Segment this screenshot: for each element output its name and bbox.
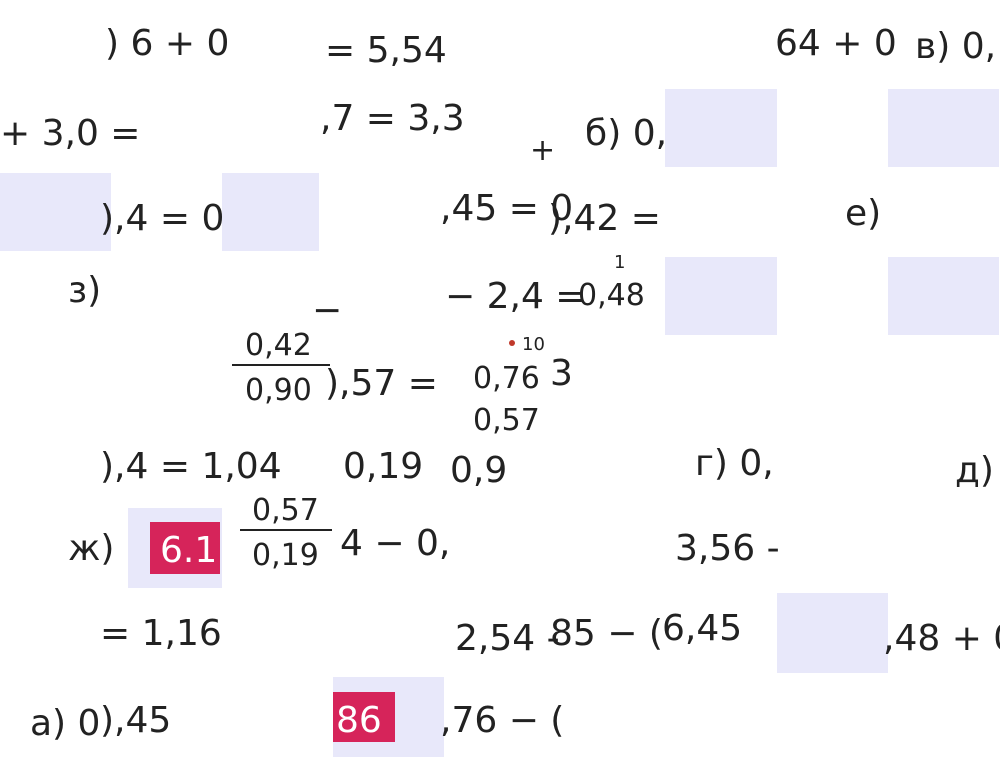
fragment: + xyxy=(530,133,555,168)
fragment: 0,19 xyxy=(343,446,423,487)
fragment: ),4 = 1,04 xyxy=(100,446,282,487)
fragment: 0,19 xyxy=(252,538,319,573)
fragment: 85 − ( xyxy=(550,613,663,654)
fragment: + 3,0 = xyxy=(0,113,140,154)
fragment: − xyxy=(312,290,342,331)
fragment: в) 0, xyxy=(915,26,996,67)
dot xyxy=(509,340,515,346)
fragment: ) 6 + 0 xyxy=(105,23,229,64)
badge-text: 6.1 xyxy=(160,530,217,571)
fragment: 0,57 xyxy=(252,493,319,528)
fragment: ),57 = xyxy=(325,363,438,404)
fragment: 0,9 xyxy=(450,450,507,491)
fragment: 0,48 xyxy=(578,278,645,313)
fragment: д) xyxy=(955,450,994,491)
empty-tile xyxy=(888,257,999,335)
empty-tile xyxy=(0,173,111,251)
fragment: 6,45 xyxy=(662,608,742,649)
empty-tile xyxy=(222,173,319,251)
fragment: 0,90 xyxy=(245,373,312,408)
empty-tile xyxy=(888,89,999,167)
fragment: з) xyxy=(68,270,101,311)
badge xyxy=(333,692,395,742)
empty-tile xyxy=(777,593,888,673)
fragment: 3,56 - xyxy=(675,528,780,569)
empty-tile xyxy=(665,89,777,167)
fragment: ж) xyxy=(68,528,114,569)
fragment: г) 0, xyxy=(695,443,774,484)
empty-tile xyxy=(665,257,777,335)
badge-text: 86 xyxy=(336,700,382,741)
fragment: 1 xyxy=(614,252,625,273)
fragment: ),45 xyxy=(100,700,171,741)
fragment: ,48 + 0 xyxy=(883,618,1000,659)
fragment: ,7 = 3,3 xyxy=(320,98,465,139)
fragment: − 2,4 = xyxy=(445,276,585,317)
fragment: 0,57 xyxy=(473,403,540,438)
fragment: = 1,16 xyxy=(100,613,222,654)
badge xyxy=(150,522,220,574)
fragment: а) 0 xyxy=(30,703,100,744)
fragment: 0,76 xyxy=(473,361,540,396)
fragment: ,76 − ( xyxy=(440,700,564,741)
fragment: ,45 = 0 xyxy=(440,188,573,229)
fragment: 4 − 0, xyxy=(340,523,450,564)
fragment: = 5,54 xyxy=(325,30,447,71)
fragment: 3 xyxy=(550,353,573,394)
fragment: 10 xyxy=(522,334,545,355)
fragment: 0,42 xyxy=(245,328,312,363)
fragment: ),4 = 0 xyxy=(100,198,224,239)
fragment: 2,54 - xyxy=(455,618,560,659)
fragment: 64 + 0 xyxy=(775,23,897,64)
fragment: б) 0, xyxy=(585,113,667,154)
fragment: е) xyxy=(845,193,881,234)
fragment: ),42 = xyxy=(548,198,661,239)
